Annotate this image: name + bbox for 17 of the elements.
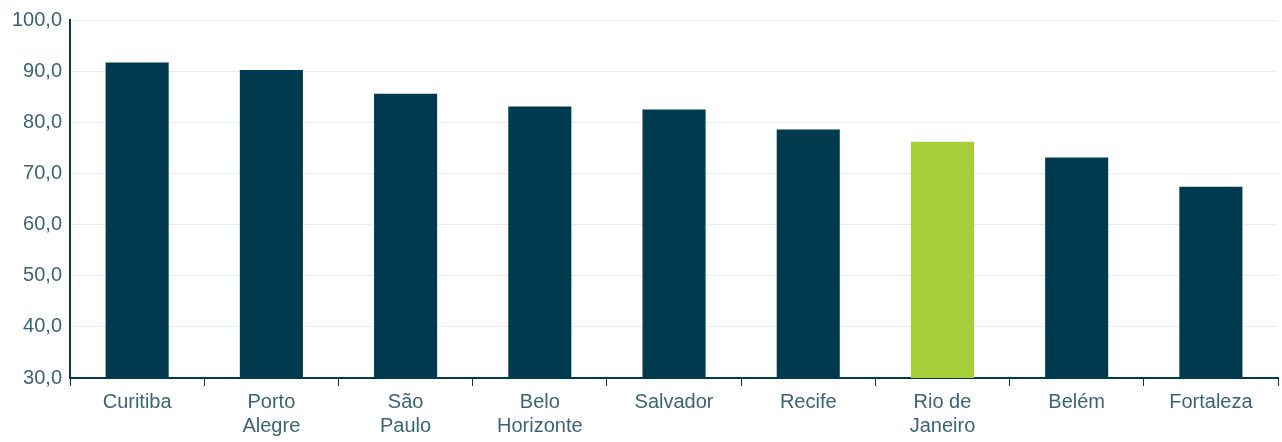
y-tick-label: 50,0 [23, 263, 63, 286]
x-tick-label: Salvador [634, 389, 714, 412]
y-tick-label: 70,0 [23, 160, 63, 183]
x-tick-label: São Paulo [380, 389, 432, 436]
x-tick-label: Belém [1048, 389, 1106, 412]
y-tick-label: 80,0 [23, 109, 63, 132]
x-tick-label: Porto Alegre [242, 389, 301, 436]
y-tick-label: 100,0 [11, 7, 63, 30]
y-tick-label: 30,0 [23, 365, 63, 388]
x-tick-label: Belo Horizonte [497, 389, 583, 436]
x-tick-label: Recife [779, 389, 837, 412]
x-tick-label: Rio de Janeiro [909, 389, 976, 436]
y-tick-label: 60,0 [23, 212, 63, 235]
y-tick-label: 90,0 [23, 58, 63, 81]
x-tick-label: Fortaleza [1169, 389, 1254, 412]
y-tick-label: 40,0 [23, 314, 63, 337]
x-tick-label: Curitiba [102, 389, 173, 412]
